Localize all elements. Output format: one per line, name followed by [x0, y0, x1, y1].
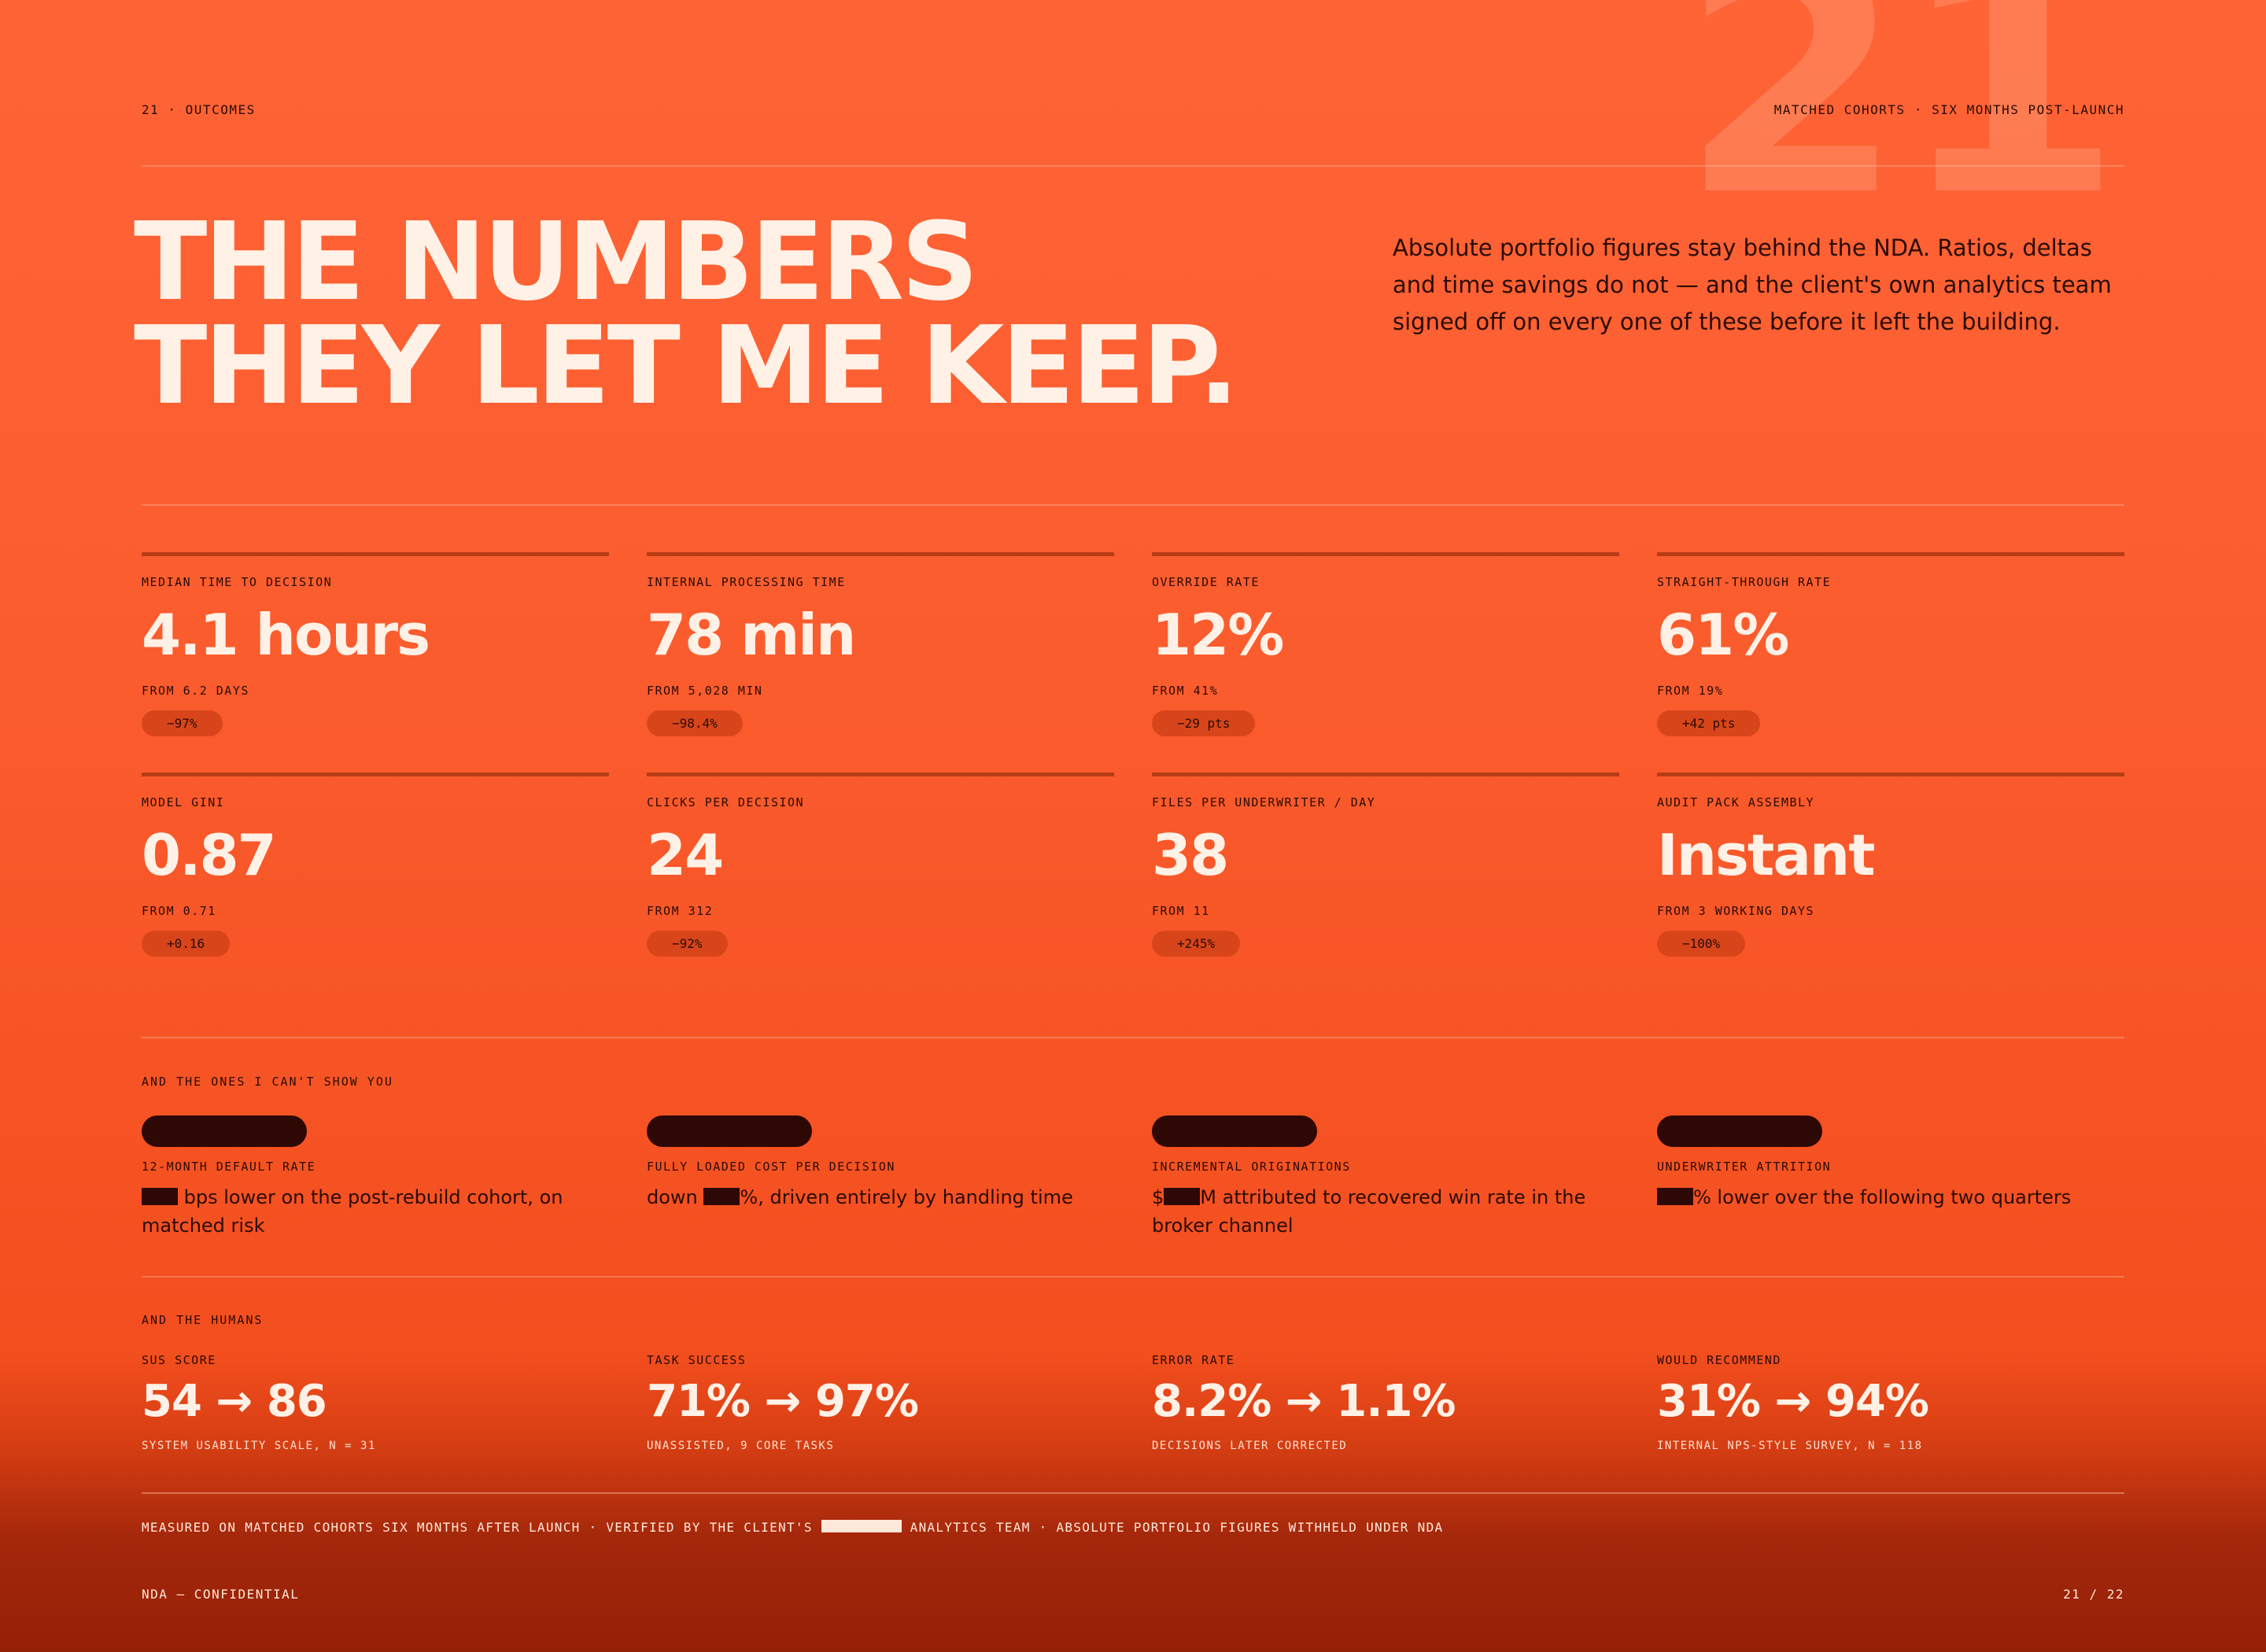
human-metric-value: 8.2% → 1.1%	[1152, 1376, 1456, 1427]
human-metric: WOULD RECOMMEND 31% → 94% INTERNAL NPS-S…	[1657, 1353, 2124, 1452]
redacted-divider	[142, 1276, 2124, 1278]
section-context: MATCHED COHORTS · SIX MONTHS POST-LAUNCH	[1773, 102, 2124, 117]
stat-label: MEDIAN TIME TO DECISION	[142, 575, 333, 589]
stat-value: 61%	[1657, 602, 1789, 668]
redacted-value-bar	[1657, 1115, 1822, 1147]
redacted-value-bar	[1152, 1115, 1317, 1147]
stat-baseline: FROM 0.71	[142, 904, 216, 918]
stat-label: CLICKS PER DECISION	[647, 795, 805, 809]
stat-baseline: FROM 19%	[1657, 684, 1724, 698]
human-metric: TASK SUCCESS 71% → 97% UNASSISTED, 9 COR…	[647, 1353, 1114, 1452]
stats-divider	[142, 1037, 2124, 1038]
confidentiality-label: NDA — CONFIDENTIAL	[142, 1587, 300, 1602]
stat-baseline: FROM 11	[1152, 904, 1210, 918]
stat-value: 4.1 hours	[142, 602, 430, 668]
redacted-metric: INCREMENTAL ORIGINATIONS $ M attributed t…	[1152, 1115, 1619, 1240]
footer-bar: NDA — CONFIDENTIAL 21 / 22	[142, 1587, 2124, 1602]
stat-label: STRAIGHT-THROUGH RATE	[1657, 575, 1832, 589]
title-divider	[142, 504, 2124, 506]
redaction-block	[1657, 1188, 1693, 1205]
header-divider	[142, 165, 2124, 167]
delta-badge: +42 pts	[1657, 710, 1761, 736]
stat-card: MEDIAN TIME TO DECISION 4.1 hours FROM 6…	[142, 552, 609, 736]
delta-badge: −100%	[1657, 931, 1746, 957]
redacted-metric-label: 12-MONTH DEFAULT RATE	[142, 1160, 316, 1174]
delta-badge: −98.4%	[647, 710, 743, 736]
human-metric-note: INTERNAL NPS-STYLE SURVEY, N = 118	[1657, 1440, 1923, 1452]
stat-value: 78 min	[647, 602, 856, 668]
stat-label: MODEL GINI	[142, 795, 225, 809]
redacted-metrics: 12-MONTH DEFAULT RATE bps lower on the p…	[142, 1115, 2124, 1240]
redacted-value-bar	[142, 1115, 307, 1147]
stat-value: 12%	[1152, 602, 1284, 668]
human-metric-note: SYSTEM USABILITY SCALE, N = 31	[142, 1440, 376, 1452]
redacted-metric: UNDERWRITER ATTRITION % lower over the f…	[1657, 1115, 2124, 1240]
humans-section-title: AND THE HUMANS	[142, 1313, 264, 1327]
redacted-metric-description: $ M attributed to recovered win rate in t…	[1152, 1186, 1586, 1237]
stat-label: OVERRIDE RATE	[1152, 575, 1260, 589]
human-metric: ERROR RATE 8.2% → 1.1% DECISIONS LATER C…	[1152, 1353, 1619, 1452]
stat-baseline: FROM 5,028 MIN	[647, 684, 763, 698]
stat-card: OVERRIDE RATE 12% FROM 41% −29 pts	[1152, 552, 1619, 736]
stat-value: 38	[1152, 822, 1229, 888]
redacted-section-title: AND THE ONES I CAN'T SHOW YOU	[142, 1075, 393, 1089]
delta-badge: +0.16	[142, 931, 231, 957]
page-counter: 21 / 22	[2063, 1587, 2124, 1602]
page-title: THE NUMBERS THEY LET ME KEEP.	[134, 200, 1239, 429]
redacted-metric-label: INCREMENTAL ORIGINATIONS	[1152, 1160, 1351, 1174]
footnote-divider	[142, 1492, 2124, 1494]
stat-card: INTERNAL PROCESSING TIME 78 min FROM 5,0…	[647, 552, 1114, 736]
stat-baseline: FROM 3 WORKING DAYS	[1657, 904, 1815, 918]
human-metric-label: WOULD RECOMMEND	[1657, 1353, 1781, 1367]
intro-paragraph: Absolute portfolio figures stay behind t…	[1393, 234, 2112, 335]
redaction-block	[821, 1520, 902, 1532]
redacted-metric: 12-MONTH DEFAULT RATE bps lower on the p…	[142, 1115, 609, 1240]
delta-badge: −97%	[142, 710, 223, 736]
stat-value: 0.87	[142, 822, 277, 888]
human-metric-note: DECISIONS LATER CORRECTED	[1152, 1440, 1348, 1452]
section-label: 21 · OUTCOMES	[142, 102, 256, 117]
redacted-metric: FULLY LOADED COST PER DECISION down %, d…	[647, 1115, 1114, 1240]
stat-label: FILES PER UNDERWRITER / DAY	[1152, 795, 1376, 809]
human-metric-value: 31% → 94%	[1657, 1376, 1929, 1427]
human-metric-label: TASK SUCCESS	[647, 1353, 747, 1367]
stat-label: AUDIT PACK ASSEMBLY	[1657, 795, 1815, 809]
delta-badge: −92%	[647, 931, 728, 957]
human-metric-value: 54 → 86	[142, 1376, 327, 1427]
stat-baseline: FROM 312	[647, 904, 714, 918]
stat-baseline: FROM 6.2 DAYS	[142, 684, 249, 698]
human-metric-label: ERROR RATE	[1152, 1353, 1235, 1367]
redaction-block	[142, 1188, 178, 1205]
human-metric-note: UNASSISTED, 9 CORE TASKS	[647, 1440, 835, 1452]
stat-value: Instant	[1657, 822, 1876, 888]
redacted-metric-description: down %, driven entirely by handling time	[647, 1186, 1073, 1208]
stat-label: INTERNAL PROCESSING TIME	[647, 575, 846, 589]
stat-card: CLICKS PER DECISION 24 FROM 312 −92%	[647, 773, 1114, 957]
stat-card: FILES PER UNDERWRITER / DAY 38 FROM 11 +…	[1152, 773, 1619, 957]
title-line-2: THEY LET ME KEEP.	[134, 304, 1239, 429]
redacted-metric-description: bps lower on the post-rebuild cohort, on…	[142, 1186, 563, 1237]
stat-card: STRAIGHT-THROUGH RATE 61% FROM 19% +42 p…	[1657, 552, 2124, 736]
stat-baseline: FROM 41%	[1152, 684, 1219, 698]
redacted-metric-label: FULLY LOADED COST PER DECISION	[647, 1160, 895, 1174]
redaction-block	[1164, 1188, 1201, 1205]
delta-badge: −29 pts	[1152, 710, 1256, 736]
human-metric-value: 71% → 97%	[647, 1376, 919, 1427]
large-page-number: 21	[1680, 0, 2123, 267]
delta-badge: +245%	[1152, 931, 1241, 957]
redaction-block	[703, 1188, 740, 1205]
stat-card: MODEL GINI 0.87 FROM 0.71 +0.16	[142, 773, 609, 957]
stat-value: 24	[647, 822, 724, 888]
redacted-metric-label: UNDERWRITER ATTRITION	[1657, 1160, 1832, 1174]
human-metric: SUS SCORE 54 → 86 SYSTEM USABILITY SCALE…	[142, 1353, 609, 1452]
human-metric-label: SUS SCORE	[142, 1353, 216, 1367]
title-line-1: THE NUMBERS	[134, 200, 979, 325]
stats-grid: MEDIAN TIME TO DECISION 4.1 hours FROM 6…	[142, 552, 2124, 957]
redacted-metric-description: % lower over the following two quarters	[1657, 1183, 2121, 1211]
header-bar: 21 · OUTCOMES MATCHED COHORTS · SIX MONT…	[142, 102, 2124, 117]
stat-card: AUDIT PACK ASSEMBLY Instant FROM 3 WORKI…	[1657, 773, 2124, 957]
methodology-footnote: MEASURED ON MATCHED COHORTS SIX MONTHS A…	[142, 1520, 1444, 1535]
redacted-value-bar	[647, 1115, 812, 1147]
humans-metrics: SUS SCORE 54 → 86 SYSTEM USABILITY SCALE…	[142, 1353, 2124, 1452]
